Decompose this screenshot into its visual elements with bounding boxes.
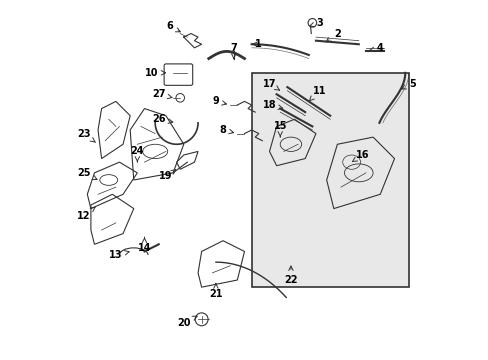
Text: 11: 11: [309, 86, 325, 101]
Text: 8: 8: [219, 125, 233, 135]
Text: 26: 26: [152, 114, 172, 124]
Text: 18: 18: [262, 100, 282, 110]
Text: 23: 23: [77, 129, 95, 143]
Text: 9: 9: [212, 96, 226, 107]
Text: 22: 22: [284, 266, 297, 285]
Text: 1: 1: [252, 39, 262, 49]
Text: 14: 14: [138, 237, 151, 253]
Text: 3: 3: [309, 18, 322, 28]
Text: 5: 5: [401, 78, 415, 89]
Text: 25: 25: [77, 168, 97, 180]
Text: 16: 16: [352, 150, 368, 162]
Text: 4: 4: [369, 43, 383, 53]
Text: 10: 10: [144, 68, 165, 78]
Text: 24: 24: [130, 147, 144, 162]
Text: 7: 7: [230, 43, 237, 59]
Text: 21: 21: [209, 284, 222, 299]
Text: 17: 17: [262, 78, 279, 90]
Text: 27: 27: [152, 89, 172, 99]
Text: 15: 15: [273, 121, 286, 137]
Text: 20: 20: [177, 316, 197, 328]
Bar: [251, 73, 408, 287]
Text: 12: 12: [77, 207, 95, 221]
Text: 13: 13: [109, 250, 129, 260]
Text: 6: 6: [166, 21, 180, 32]
Text: 19: 19: [159, 170, 176, 181]
Text: 2: 2: [325, 28, 340, 42]
